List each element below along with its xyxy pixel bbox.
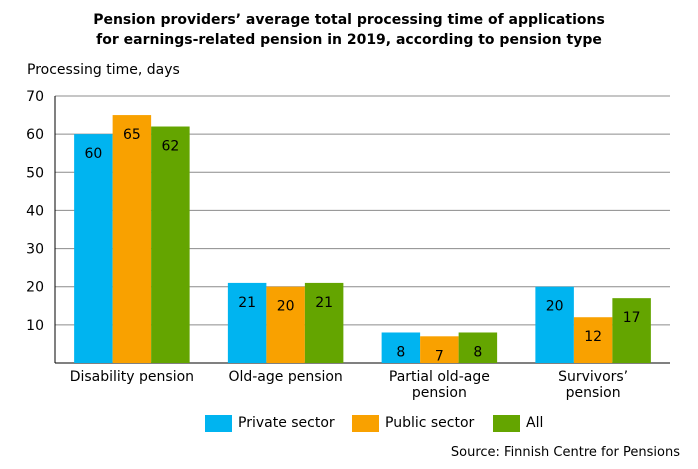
y-tick-label-10: 10 [26,318,44,334]
bar-public-sector-disability-pension [112,115,152,363]
data-label-public-sector-survivors-pension: 12 [584,329,602,345]
legend-item-private-sector: Private sector [205,413,335,433]
x-tick-label-partial-old-age-pension-line-2: pension [412,385,467,401]
data-label-private-sector-old-age-pension: 21 [238,295,256,311]
chart-title: Pension providers’ average total process… [0,10,698,50]
data-label-public-sector-disability-pension: 65 [123,127,141,143]
legend-item-all: All [493,413,543,433]
data-label-public-sector-partial-old-age-pension: 7 [435,348,444,364]
y-tick-label-30: 30 [26,242,44,258]
legend-swatch-all [493,414,520,432]
chart-title-line-2: for earnings-related pension in 2019, ac… [96,32,602,48]
bar-private-sector-disability-pension [74,134,113,363]
data-label-private-sector-partial-old-age-pension: 8 [396,344,405,360]
x-tick-label-survivors-pension-line-1: Survivors’ [558,369,628,385]
y-tick-label-40: 40 [26,203,44,219]
y-tick-label-20: 20 [26,280,44,296]
legend-label-private-sector: Private sector [238,415,335,431]
bar-private-sector-old-age-pension [227,282,267,363]
y-tick-label-70: 70 [26,89,44,105]
x-tick-label-old-age-pension: Old-age pension [228,369,342,385]
y-tick-label-50: 50 [26,165,44,181]
x-tick-label-survivors-pension-line-2: pension [566,385,621,401]
bar-all-disability-pension [151,126,190,363]
data-label-private-sector-disability-pension: 60 [84,146,102,162]
data-label-all-disability-pension: 62 [161,139,179,155]
data-label-all-survivors-pension: 17 [623,310,641,326]
data-label-public-sector-old-age-pension: 20 [277,299,295,315]
x-tick-label-disability-pension: Disability pension [70,369,194,385]
data-label-private-sector-survivors-pension: 20 [546,299,564,315]
chart-title-line-1: Pension providers’ average total process… [93,12,605,28]
bar-public-sector-old-age-pension [266,286,305,363]
data-label-all-partial-old-age-pension: 8 [473,344,482,360]
source-note: Source: Finnish Centre for Pensions [450,445,680,460]
y-tick-label-60: 60 [26,127,44,143]
legend-label-all: All [526,415,544,431]
bar-private-sector-survivors-pension [535,286,574,363]
bar-public-sector-survivors-pension [573,317,613,363]
bar-all-survivors-pension [612,298,651,363]
bar-public-sector-partial-old-age-pension [420,336,459,363]
x-tick-label-partial-old-age-pension-line-1: Partial old-age [389,369,490,385]
bar-all-partial-old-age-pension [458,332,498,363]
y-axis-label: Processing time, days [27,62,180,78]
legend-item-public-sector: Public sector [352,413,474,433]
bar-private-sector-partial-old-age-pension [381,332,421,363]
bar-all-old-age-pension [304,282,344,363]
legend-label-public-sector: Public sector [385,415,475,431]
legend-swatch-private-sector [205,414,232,432]
legend-swatch-public-sector [352,414,379,432]
data-label-all-old-age-pension: 21 [315,295,333,311]
